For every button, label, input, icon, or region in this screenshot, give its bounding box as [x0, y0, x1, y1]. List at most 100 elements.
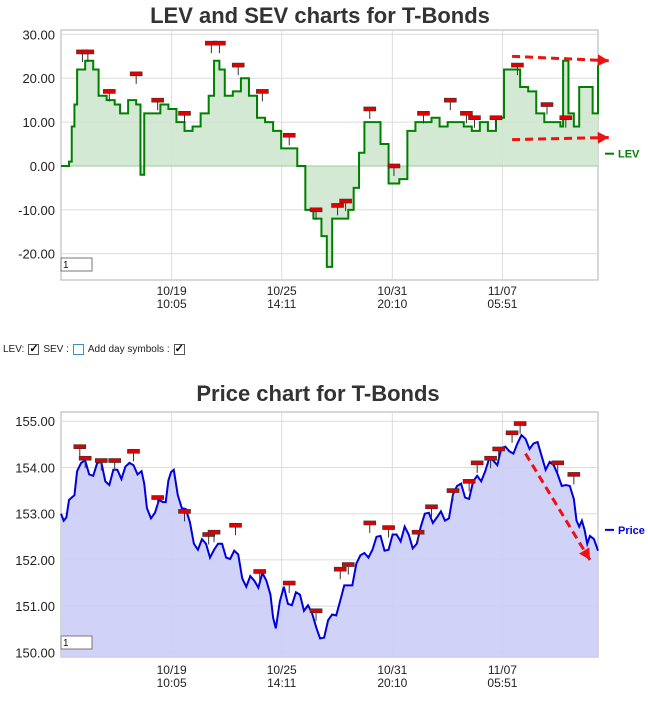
y-tick-label: 150.00: [15, 645, 55, 660]
y-tick-label: 153.00: [15, 507, 55, 522]
svg-text:1: 1: [63, 638, 69, 649]
day-marker: [382, 525, 395, 538]
day-marker: [331, 203, 344, 216]
day-marker: [178, 111, 191, 124]
day-marker: [468, 115, 481, 128]
y-tick-label: -10.00: [18, 203, 55, 218]
y-tick-label: 0.00: [30, 159, 55, 174]
lev-checkbox[interactable]: [28, 342, 40, 355]
trend-arrow: [512, 131, 609, 144]
day-marker: [151, 97, 164, 111]
day-marker: [253, 569, 266, 582]
day-marker: [417, 111, 430, 124]
x-tick-date: 10/25: [267, 284, 297, 298]
day-marker: [78, 455, 92, 469]
day-marker: [492, 446, 505, 459]
day-marker: [444, 97, 457, 111]
day-marker: [178, 509, 191, 522]
price-chart-title: Price chart for T-Bonds: [196, 381, 440, 406]
day-marker: [363, 106, 377, 119]
day-marker: [229, 522, 242, 536]
trend-arrow: [512, 54, 609, 67]
day-marker: [309, 608, 323, 621]
day-marker: [129, 71, 143, 84]
day-marker: [484, 455, 497, 469]
x-tick-time: 10:05: [157, 676, 187, 690]
day-marker: [213, 40, 226, 54]
day-marker: [505, 430, 519, 443]
x-tick-date: 11/07: [488, 284, 517, 298]
x-tick-time: 20:10: [377, 676, 407, 690]
day-marker: [540, 102, 554, 115]
day-marker: [470, 460, 484, 473]
lev-chart: 30.00 20.00 10.00 0.00 -10.00 -20.00 10/1910:0…: [18, 27, 640, 311]
day-symbols-label: Add day symbols :: [87, 344, 170, 355]
day-marker: [341, 562, 355, 575]
day-marker: [108, 458, 121, 471]
day-marker: [207, 529, 221, 543]
lev-chart-title: LEV and SEV charts for T-Bonds: [150, 3, 490, 28]
y-tick-label: 151.00: [15, 599, 55, 614]
price-area-fill: [61, 435, 598, 657]
day-marker: [489, 115, 503, 128]
lev-area-fill: [61, 60, 598, 267]
x-tick-date: 10/19: [157, 663, 187, 677]
day-marker: [567, 472, 581, 485]
day-symbols-checkbox[interactable]: [173, 342, 185, 355]
chart-controls: LEV: SEV : Add day symbols :: [3, 342, 187, 355]
sev-checkbox[interactable]: [72, 344, 84, 355]
day-marker: [309, 207, 323, 220]
day-marker: [551, 460, 565, 473]
x-tick-time: 10:05: [157, 297, 187, 311]
x-tick-time: 14:11: [267, 297, 296, 311]
y-tick-label: -20.00: [18, 247, 55, 262]
day-marker: [81, 49, 95, 62]
x-tick-date: 11/07: [488, 663, 517, 677]
day-marker: [513, 421, 527, 434]
day-marker: [103, 89, 116, 102]
day-marker: [446, 488, 460, 501]
legend-label: Price: [618, 525, 645, 537]
x-tick-time: 20:10: [377, 297, 407, 311]
x-tick-time: 05:51: [487, 676, 517, 690]
svg-text:1: 1: [63, 260, 69, 271]
lev-period-input[interactable]: 1: [60, 257, 93, 272]
day-marker: [559, 115, 573, 128]
x-tick-time: 05:51: [487, 297, 517, 311]
x-tick-date: 10/31: [377, 284, 407, 298]
day-marker: [425, 504, 438, 517]
y-tick-label: 154.00: [15, 460, 55, 475]
day-marker: [282, 132, 296, 146]
x-tick-date: 10/19: [157, 284, 187, 298]
price-chart: 155.00 154.00 153.00 152.00 151.00 150.00 10/1…: [15, 411, 645, 690]
lev-series-line: [61, 59, 599, 268]
day-marker: [231, 62, 245, 76]
y-tick-label: 10.00: [22, 115, 55, 130]
day-marker: [462, 479, 476, 492]
day-marker: [333, 566, 347, 580]
y-tick-label: 30.00: [22, 27, 55, 42]
day-marker: [94, 458, 108, 471]
day-marker: [363, 520, 377, 533]
day-marker: [282, 580, 296, 594]
x-tick-date: 10/25: [267, 663, 297, 677]
lev-toggle-label: LEV:: [3, 344, 25, 355]
legend-label: LEV: [618, 149, 640, 161]
y-tick-label: 20.00: [22, 71, 55, 86]
day-marker: [127, 448, 140, 462]
x-tick-date: 10/31: [377, 663, 407, 677]
day-marker: [387, 163, 401, 176]
trend-arrow: [524, 452, 592, 561]
day-marker: [460, 111, 473, 124]
price-period-input[interactable]: 1: [60, 635, 93, 650]
day-marker: [151, 495, 164, 508]
sev-toggle-label: SEV :: [43, 344, 69, 355]
day-marker: [339, 198, 352, 212]
price-series-line: [60, 433, 599, 640]
day-marker: [256, 89, 269, 102]
y-tick-label: 155.00: [15, 414, 55, 429]
day-marker: [73, 444, 87, 457]
y-tick-label: 152.00: [15, 553, 55, 568]
day-marker: [511, 62, 524, 76]
x-tick-time: 14:11: [267, 676, 296, 690]
